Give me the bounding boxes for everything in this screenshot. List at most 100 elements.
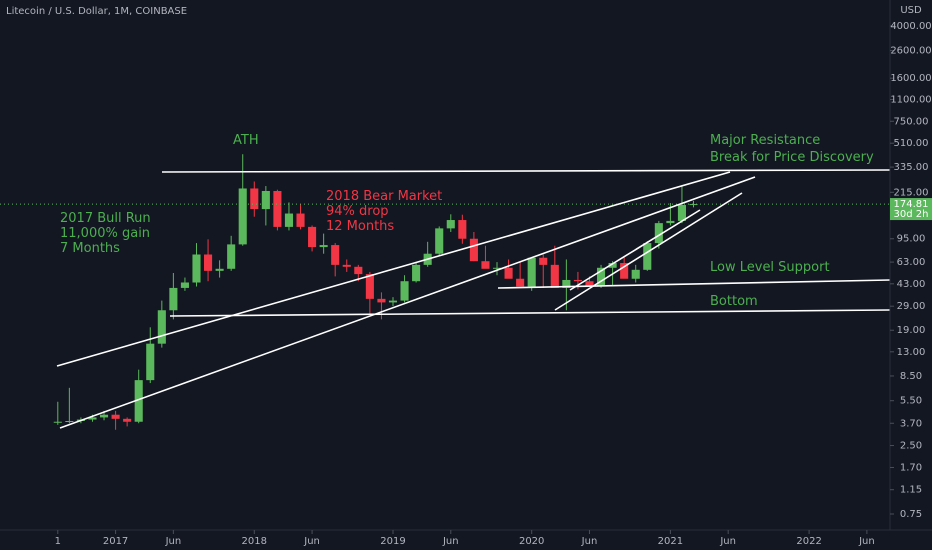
candle-body <box>608 262 617 268</box>
y-tick-label: 335.00 <box>894 162 929 173</box>
y-tick-label: 0.75 <box>900 509 922 520</box>
y-tick-label: 215.00 <box>894 187 929 198</box>
candle-body <box>342 264 351 267</box>
trend-lines <box>56 169 891 429</box>
candle-body <box>481 261 490 269</box>
plot <box>0 154 890 430</box>
candle-body <box>123 418 132 422</box>
candle-body <box>157 310 166 344</box>
y-tick-label: 1.70 <box>900 462 922 473</box>
x-tick-label: 2017 <box>103 536 128 547</box>
candle-body <box>643 243 652 270</box>
trend-line <box>569 209 701 291</box>
candle-body <box>284 213 294 227</box>
x-tick-label: 2018 <box>242 536 267 547</box>
trend-line <box>56 171 731 367</box>
candle-body <box>677 204 686 221</box>
last-price-box <box>890 198 932 221</box>
candle-body <box>446 220 455 229</box>
y-tick-label: 29.00 <box>897 301 926 312</box>
candle-body <box>400 281 409 301</box>
candle-body <box>88 417 97 420</box>
candle-body <box>169 287 178 311</box>
candle-body <box>192 254 201 283</box>
candle-body <box>180 282 189 288</box>
candle-body <box>250 188 259 210</box>
candle-body <box>319 245 328 248</box>
y-tick-label: 1.15 <box>900 485 922 496</box>
y-tick-label: 43.00 <box>897 279 926 290</box>
x-tick-label: Jun <box>442 536 459 547</box>
candle-body <box>539 257 548 265</box>
candle-body <box>99 414 109 418</box>
y-tick-label: 4000.00 <box>890 21 931 32</box>
x-tick-label: 2022 <box>796 536 821 547</box>
x-tick-label: 2019 <box>380 536 405 547</box>
countdown: 30d 2h <box>894 209 929 220</box>
candle-body <box>134 380 143 422</box>
candle-body <box>666 220 675 224</box>
chart-title: Litecoin / U.S. Dollar, 1M, COINBASE <box>6 6 187 17</box>
x-tick-label: Jun <box>719 536 736 547</box>
candle-body <box>261 190 270 210</box>
candle-body <box>458 220 467 239</box>
x-tick-label: 2021 <box>658 536 683 547</box>
y-tick-label: 2.50 <box>900 441 922 452</box>
candle-body <box>204 254 213 271</box>
y-tick-label: 3.70 <box>900 418 922 429</box>
annotation: Major Resistance Break for Price Discover… <box>710 133 874 165</box>
annotation: 2017 Bull Run 11,000% gain 7 Months <box>60 211 151 256</box>
candle-body <box>516 278 525 287</box>
annotation: Low Level Support <box>710 260 830 275</box>
x-tick-label: Jun <box>858 536 875 547</box>
trend-line <box>497 279 891 289</box>
candle-body <box>308 226 317 248</box>
x-tick-label: 1 <box>55 536 61 547</box>
candle-body <box>388 300 398 303</box>
y-tick-label: 5.50 <box>900 396 922 407</box>
candle-body <box>620 262 629 279</box>
y-tick-label: 95.00 <box>897 234 926 245</box>
candle-body <box>146 343 155 381</box>
candle-body <box>238 188 247 245</box>
currency: USD <box>900 5 922 16</box>
candle-body <box>585 281 594 287</box>
candle-body <box>573 279 582 282</box>
candle-body <box>562 279 571 288</box>
candle-body <box>227 244 236 269</box>
x-tick-label: Jun <box>581 536 598 547</box>
y-tick-label: 19.00 <box>897 325 926 336</box>
candle-body <box>492 267 502 269</box>
candle-body <box>365 274 374 299</box>
candle-body <box>111 414 120 419</box>
annotation: Bottom <box>710 294 758 309</box>
trend-line <box>59 176 756 429</box>
candle-body <box>273 190 282 227</box>
candle-body <box>631 269 640 279</box>
trend-line <box>161 169 891 173</box>
candle-body <box>504 267 513 279</box>
candle-body <box>654 223 663 244</box>
y-tick-label: 2600.00 <box>890 46 931 57</box>
y-tick-label: 510.00 <box>894 138 929 149</box>
y-tick-label: 13.00 <box>897 347 926 358</box>
candle-body <box>469 238 478 262</box>
trend-line <box>169 309 891 317</box>
candle-body <box>435 228 444 254</box>
y-tick-label: 8.50 <box>900 371 922 382</box>
candle-body <box>331 245 340 265</box>
candle-body <box>689 204 698 206</box>
y-tick-label: 750.00 <box>894 116 929 127</box>
candle-body <box>354 266 363 275</box>
last-price-label: 174.81 <box>894 199 929 210</box>
candle-body <box>596 267 606 287</box>
trend-line <box>554 192 743 311</box>
annotation: ATH <box>233 133 259 148</box>
candle-body <box>377 298 386 303</box>
x-tick-label: Jun <box>303 536 320 547</box>
annotation: 2018 Bear Market 94% drop 12 Months <box>326 189 442 234</box>
candle-body <box>412 264 421 282</box>
candle-body <box>296 213 305 227</box>
